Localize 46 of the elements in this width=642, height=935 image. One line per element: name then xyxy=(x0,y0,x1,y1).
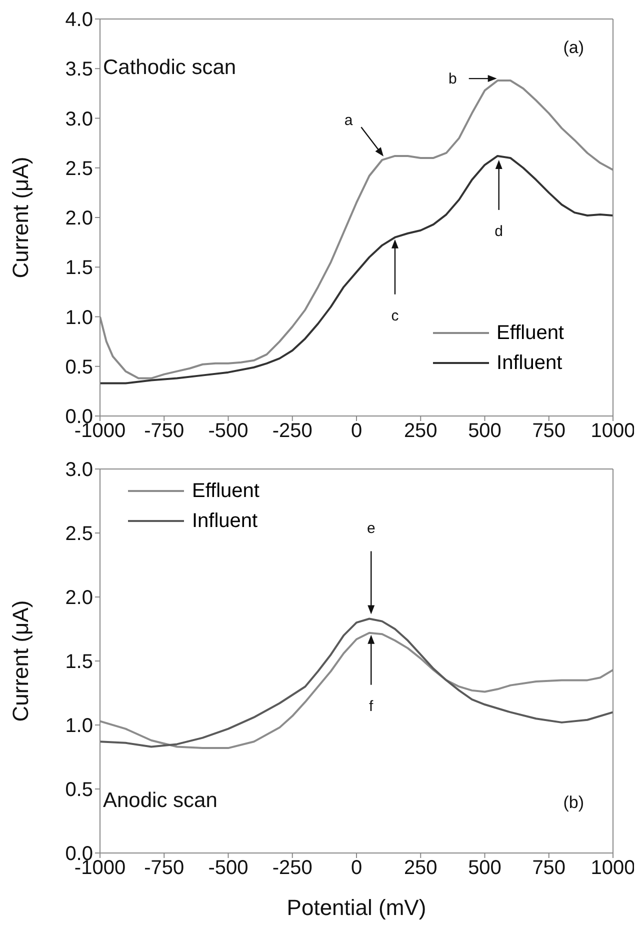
y-tick-label: 0.5 xyxy=(65,779,93,802)
y-tick-label: 1.0 xyxy=(65,715,93,738)
y-tick-label: 4.0 xyxy=(65,9,93,32)
annotation: (a) xyxy=(563,38,584,58)
y-tick-label: 2.0 xyxy=(65,587,93,610)
y-tick-label: 1.5 xyxy=(65,257,93,280)
x-tick-label: 250 xyxy=(404,857,438,880)
annotation: Anodic scan xyxy=(103,789,218,813)
x-tick-label: 500 xyxy=(468,857,502,880)
annotation: f xyxy=(369,698,374,715)
annotation: e xyxy=(366,520,376,538)
x-tick-label: 500 xyxy=(468,420,502,442)
x-tick-label: 0 xyxy=(350,857,362,880)
y-tick-label: 1.5 xyxy=(65,651,93,674)
x-tick-label: -500 xyxy=(208,420,248,442)
y-axis-title: Current (μA) xyxy=(8,600,33,722)
x-tick-label: -750 xyxy=(144,420,184,442)
y-tick-label: 3.5 xyxy=(65,58,93,81)
y-axis-title: Current (μA) xyxy=(8,156,33,278)
annotation: Cathodic scan xyxy=(103,56,236,80)
legend-label: Influent xyxy=(496,351,562,376)
x-tick-label: 0 xyxy=(350,420,362,442)
y-tick-label: 2.5 xyxy=(65,158,93,180)
annotation: d xyxy=(494,222,504,240)
y-tick-label: 3.0 xyxy=(65,108,93,130)
legend-label: Effluent xyxy=(496,321,564,346)
x-tick-label: -250 xyxy=(272,857,312,880)
y-tick-label: 3.0 xyxy=(65,459,93,482)
y-tick-label: 1.0 xyxy=(65,306,93,329)
legend-label: Effluent xyxy=(192,479,260,504)
y-tick-label: 0.5 xyxy=(65,356,93,378)
x-tick-label: 750 xyxy=(532,857,566,880)
y-tick-label: 2.0 xyxy=(65,208,93,230)
annotation: c xyxy=(391,307,400,324)
y-tick-label: 2.5 xyxy=(65,523,93,546)
annotation: a xyxy=(344,112,354,129)
x-tick-label: -250 xyxy=(272,420,312,442)
x-tick-label: -500 xyxy=(208,857,248,880)
annotation: (b) xyxy=(563,793,584,813)
x-tick-label: 750 xyxy=(532,420,566,442)
line-series xyxy=(100,154,613,384)
annotation: b xyxy=(448,70,457,88)
x-tick-label: 250 xyxy=(404,420,438,442)
legend-label: Influent xyxy=(192,509,258,534)
x-tick-label: -750 xyxy=(144,857,184,880)
x-axis-title: Potential (mV) xyxy=(286,895,426,920)
